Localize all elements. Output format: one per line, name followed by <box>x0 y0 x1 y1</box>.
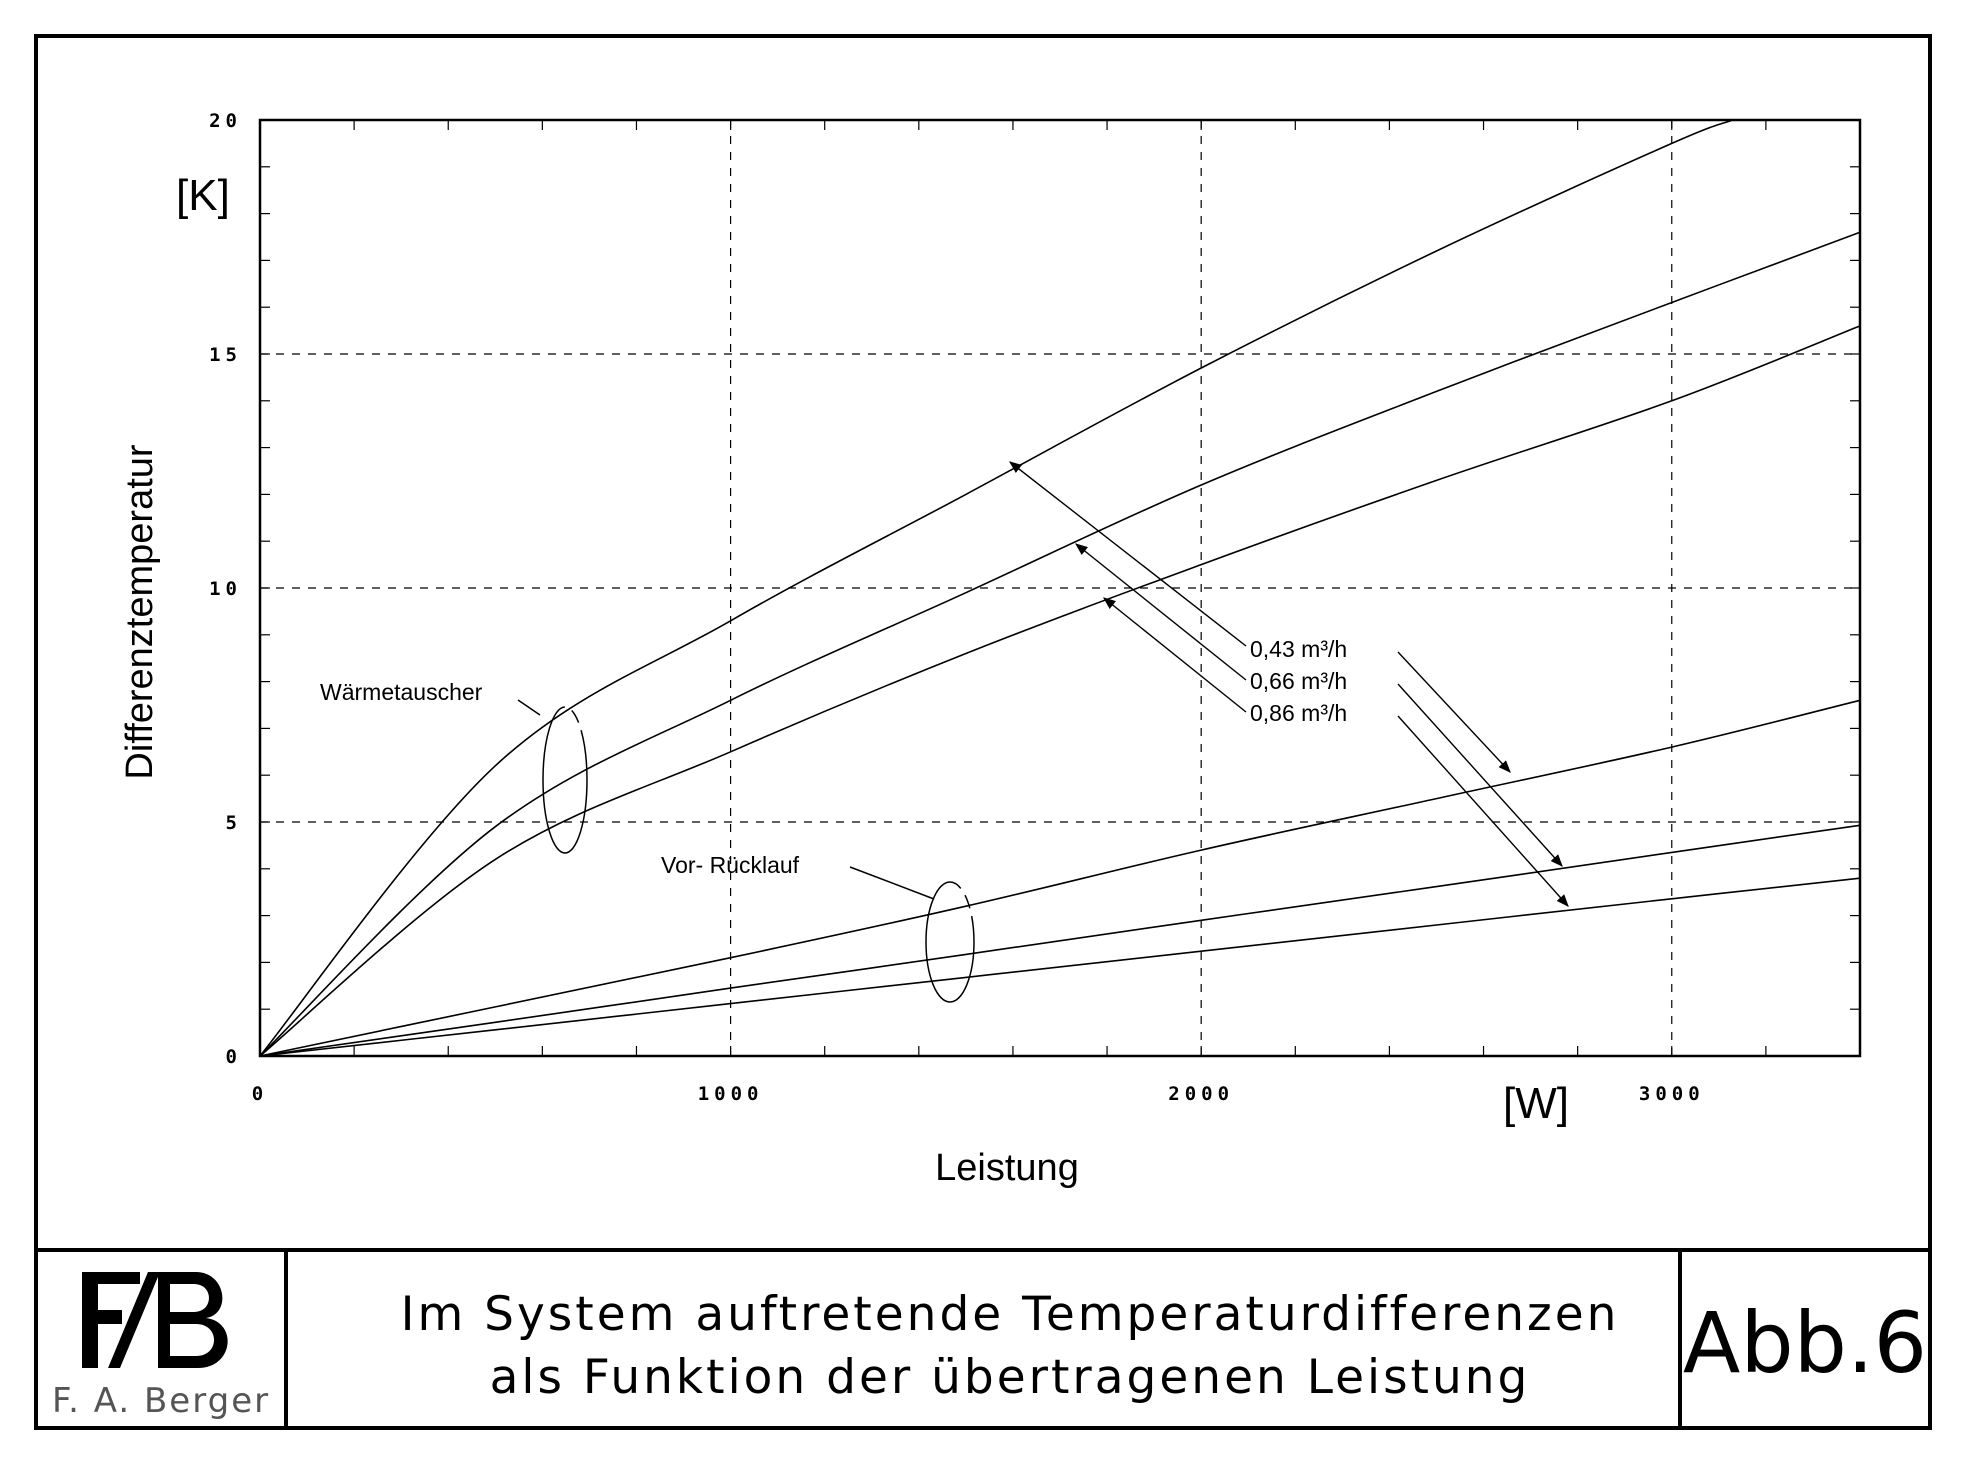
flow-arrow <box>1010 462 1246 646</box>
x-tick-label: 2000 <box>1168 1083 1234 1105</box>
flow-label-066: 0,66 m³/h <box>1250 668 1347 694</box>
figure-title-line1: Im System auftretende Temperaturdifferen… <box>401 1287 1620 1342</box>
flow-arrow <box>1398 684 1562 866</box>
series-line <box>260 825 1860 1056</box>
flow-arrow <box>1398 716 1568 906</box>
y-tick-label: 20 <box>209 110 242 132</box>
y-tick-labels: 0 5 10 15 20 <box>209 110 242 1068</box>
x-axis-title: Leistung <box>935 1147 1079 1189</box>
label-supply-return: Vor- Rücklauf <box>661 852 800 878</box>
sheet-border <box>36 36 1930 1428</box>
x-tick-label: 3000 <box>1639 1083 1705 1105</box>
x-tick-label: 1000 <box>698 1083 764 1105</box>
figure-number: Abb.6 <box>1683 1294 1927 1392</box>
annotations: Wärmetauscher Vor- Rücklauf 0,43 m³/h 0,… <box>320 462 1568 1002</box>
y-tick-label: 10 <box>209 578 242 600</box>
y-axis-title: Differenztemperatur <box>119 444 161 779</box>
title-block: F. A. Berger Im System auftretende Tempe… <box>36 1250 1930 1428</box>
ellipse-supply-return <box>926 882 974 1002</box>
flow-arrow <box>1076 544 1246 680</box>
logo: F. A. Berger <box>52 1272 270 1421</box>
logo-author: F. A. Berger <box>52 1381 270 1421</box>
leader-supply-return <box>850 867 934 899</box>
y-axis-unit: [K] <box>176 171 230 220</box>
y-tick-label: 15 <box>209 344 242 366</box>
flow-arrow <box>1398 652 1510 772</box>
series-line <box>260 326 1860 1056</box>
series-line <box>260 700 1860 1056</box>
logo-letter-b <box>158 1272 228 1368</box>
x-axis-unit: [W] <box>1503 1079 1569 1128</box>
flow-label-043: 0,43 m³/h <box>1250 636 1347 662</box>
series-line <box>260 232 1860 1056</box>
y-tick-label: 5 <box>226 812 242 834</box>
label-heat-exchanger: Wärmetauscher <box>320 679 483 705</box>
leader-heat-exchanger <box>518 700 540 715</box>
ellipse-heat-exchanger <box>543 707 587 853</box>
x-tick-labels: 0 1000 2000 3000 <box>252 1083 1705 1105</box>
series-line <box>260 878 1860 1056</box>
y-tick-label: 0 <box>226 1046 242 1068</box>
flow-label-086: 0,86 m³/h <box>1250 700 1347 726</box>
figure-title-line2: als Funktion der übertragenen Leistung <box>490 1350 1531 1405</box>
grid-lines <box>260 120 1860 1056</box>
flow-arrow <box>1104 598 1246 712</box>
x-tick-label: 0 <box>252 1083 268 1105</box>
